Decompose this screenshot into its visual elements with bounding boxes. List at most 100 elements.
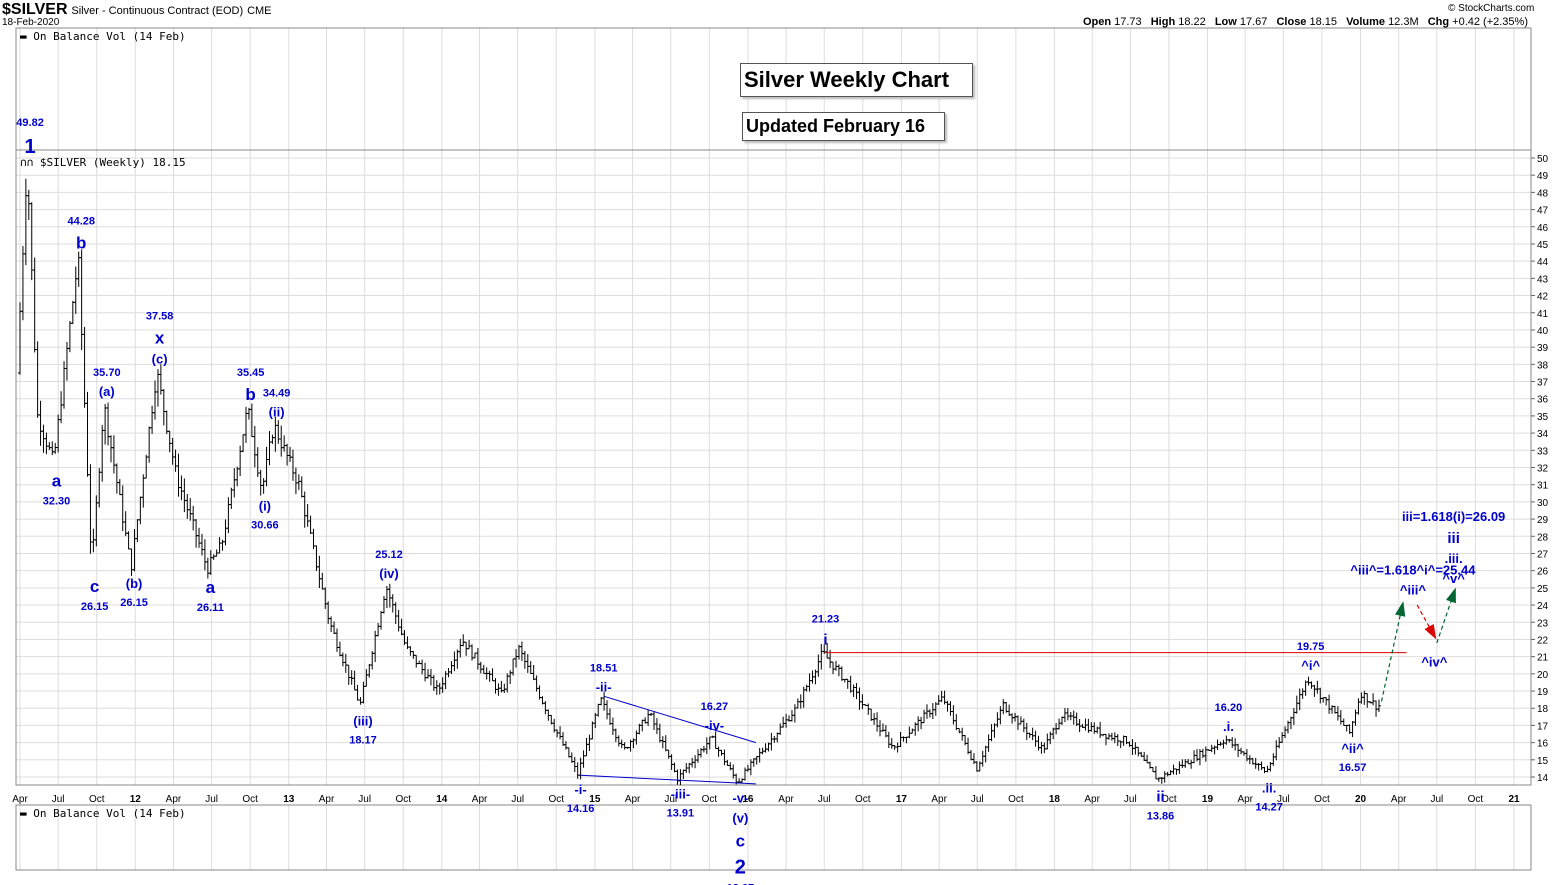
wave-label: c [736,832,745,851]
projection-arrow [1424,624,1437,640]
y-tick-label: 38 [1537,360,1549,371]
wave-label: a [206,578,216,597]
grid-lines [16,28,1531,870]
y-tick-label: 45 [1537,240,1549,251]
x-tick-label: Jul [1430,794,1443,805]
y-tick-label: 27 [1537,549,1549,560]
x-tick-label: Jul [52,794,65,805]
ohlc-label-close: Close [1276,16,1310,28]
ohlc-label-low: Low [1214,16,1240,28]
x-tick-label: Apr [1391,794,1407,805]
wave-label: i [823,632,827,649]
ohlc-value-chg: +0.42 (+2.35%) [1452,16,1528,28]
x-tick-label: Oct [549,794,565,805]
x-tick-label: Jul [205,794,218,805]
y-tick-label: 22 [1537,635,1549,646]
wave-label: ^ii^ [1341,741,1364,756]
wave-label: ^iii^ [1400,582,1426,597]
y-tick-label: 19 [1537,687,1549,698]
wave-label: 30.66 [251,520,279,532]
wave-label: 13.67 [727,883,755,885]
price-legend-label: $SILVER (Weekly) 18.15 [39,156,186,169]
wave-label: (iv) [379,566,399,581]
x-tick-label: Oct [89,794,105,805]
wave-label: .iii. [1445,551,1463,566]
x-tick-label: Apr [166,794,182,805]
wave-label: c [90,577,99,596]
chart-subtitle: Updated February 16 [742,112,945,141]
y-tick-label: 46 [1537,223,1549,234]
wave-label: 16.57 [1339,762,1367,774]
wave-label: ^iv^ [1421,654,1447,669]
x-tick-label: 16 [742,794,754,805]
ohlc-label-chg: Chg [1427,16,1453,28]
ohlc-label-volume: Volume [1346,16,1389,28]
x-tick-label: Apr [625,794,641,805]
y-tick-label: 28 [1537,532,1549,543]
wave-label: ^iii^=1.618^i^=25.44 [1350,562,1476,577]
x-tick-label: Apr [1084,794,1100,805]
wave-label: .ii. [1262,780,1276,795]
y-tick-label: 37 [1537,378,1549,389]
wave-label: (ii) [269,405,285,420]
x-tick-label: Jul [1277,794,1290,805]
wave-label: 26.11 [197,602,224,614]
wave-label: 2 [735,857,746,879]
wave-label: 26.15 [120,597,148,609]
x-tick-label: Oct [855,794,871,805]
x-tick-label: Apr [778,794,794,805]
y-tick-label: 47 [1537,206,1549,217]
wave-label: -iv- [705,718,725,733]
ohlc-value-open: 17.73 [1114,16,1145,28]
x-tick-label: Apr [931,794,947,805]
exchange: CME [247,5,272,17]
y-tick-label: 26 [1537,567,1549,578]
top-obv-label: On Balance Vol (14 Feb) [33,30,186,43]
wave-label: (b) [126,576,143,591]
symbol-description: Silver - Continuous Contract (EOD) [71,5,244,17]
wave-label: 44.28 [67,215,95,227]
wave-label: -i- [574,782,586,797]
wave-label: 21.23 [812,614,840,626]
y-tick-label: 42 [1537,292,1549,303]
symbol: $SILVER [2,1,68,18]
wave-label: 49.82 [16,117,44,129]
y-tick-label: 40 [1537,326,1549,337]
x-tick-label: Apr [472,794,488,805]
ohlc-label-open: Open [1082,16,1115,28]
x-tick-label: 13 [283,794,295,805]
wave-label: 14.27 [1255,801,1283,813]
wave-label: .i. [1223,719,1234,734]
trend-line [603,695,757,744]
wave-label: ^i^ [1301,658,1320,673]
y-tick-label: 44 [1537,257,1549,268]
wave-label: a [52,471,62,490]
wave-label: 35.70 [93,367,121,379]
y-tick-label: 36 [1537,395,1549,406]
wave-label: 32.30 [43,495,71,507]
bottom-obv-label: On Balance Vol (14 Feb) [33,807,186,820]
wave-label: (i) [259,499,271,514]
wave-label: (v) [732,811,748,826]
ohlc-value-low: 17.67 [1239,16,1271,28]
wave-label: 14.16 [567,803,595,815]
wave-label: 18.17 [349,734,377,746]
x-tick-label: Oct [702,794,718,805]
wave-label: 34.49 [263,388,291,400]
wave-label: 25.12 [375,549,403,561]
wave-label: 16.27 [701,701,729,713]
y-tick-label: 21 [1537,653,1549,664]
wave-label: 13.91 [667,808,695,820]
x-tick-label: Jul [358,794,371,805]
x-tick-label: Jul [1124,794,1137,805]
chart-date: 18-Feb-2020 [2,17,60,28]
y-tick-label: 25 [1537,584,1549,595]
wave-label: 37.58 [146,311,174,323]
top-obv-legend: ▬ On Balance Vol (14 Feb) [20,30,186,43]
wave-label: iii [1447,530,1460,547]
x-tick-label: 17 [896,794,908,805]
wave-label: 26.15 [81,601,109,613]
y-tick-label: 49 [1537,171,1549,182]
x-tick-label: 21 [1508,794,1520,805]
